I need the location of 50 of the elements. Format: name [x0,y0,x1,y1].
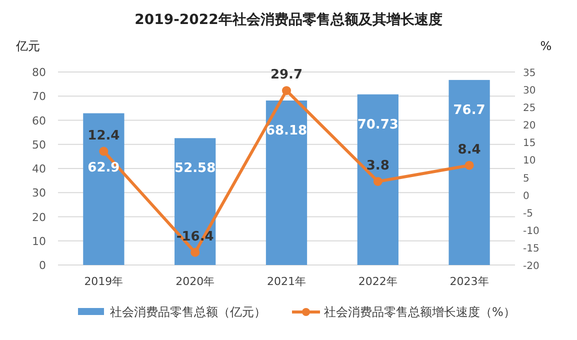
bar [266,100,308,265]
y2-tick-label: 5 [523,173,530,184]
chart-title: 2019-2022年社会消费品零售总额及其增长速度 [134,11,442,28]
y2-tick-label: -5 [523,208,533,220]
y2-tick-label: 25 [523,103,536,114]
y2-tick-label: 30 [523,86,536,97]
y2-tick-label: 10 [523,156,536,167]
point [464,160,474,170]
y2-tick-label: -10 [523,226,540,237]
data-label: 12.4 [88,128,120,144]
bar [174,138,216,265]
bar [83,113,124,265]
y-tick-label: 50 [32,138,46,152]
point [282,86,291,96]
x-tick-label: 2021年 [267,275,306,288]
legend-label: 社会消费品零售总额（亿元） [110,305,266,319]
x-tick-label: 2023年 [450,275,489,288]
bar [357,94,398,265]
point [190,248,200,257]
bar [448,80,490,265]
data-label: 76.7 [453,102,486,118]
x-tick-label: 2020年 [176,275,215,288]
data-label: 29.7 [270,68,303,83]
y-tick-label: 70 [32,90,46,104]
point [99,146,108,156]
y2-tick-label: -15 [523,243,540,254]
y-tick-label: 0 [39,259,46,272]
y2-tick-label: 0 [523,190,530,202]
data-label: 62.9 [88,160,120,176]
y2-tick-label: 35 [523,68,536,79]
data-label: 52.58 [174,161,216,176]
x-tick-label: 2022年 [358,275,398,288]
y-axis-title: 亿元 [15,39,40,53]
y2-tick-label: -20 [523,261,540,272]
y-tick-label: 80 [32,66,46,79]
x-tick-label: 2019年 [84,275,124,288]
y2-tick-label: 15 [523,138,536,150]
y2-axis-title: % [540,39,552,53]
point [373,176,382,186]
y-tick-label: 30 [32,186,46,200]
data-label: 70.73 [357,117,398,132]
data-label: 8.4 [458,142,481,158]
y2-tick-label: 20 [523,120,536,132]
y-tick-label: 10 [32,234,46,248]
legend-label: 社会消费品零售总额增长速度（%） [324,305,516,319]
y-tick-label: 60 [32,114,46,128]
data-label: 3.8 [366,158,390,174]
data-label: 68.18 [266,124,308,139]
y-tick-label: 20 [32,210,46,224]
y-tick-label: 40 [32,162,46,176]
